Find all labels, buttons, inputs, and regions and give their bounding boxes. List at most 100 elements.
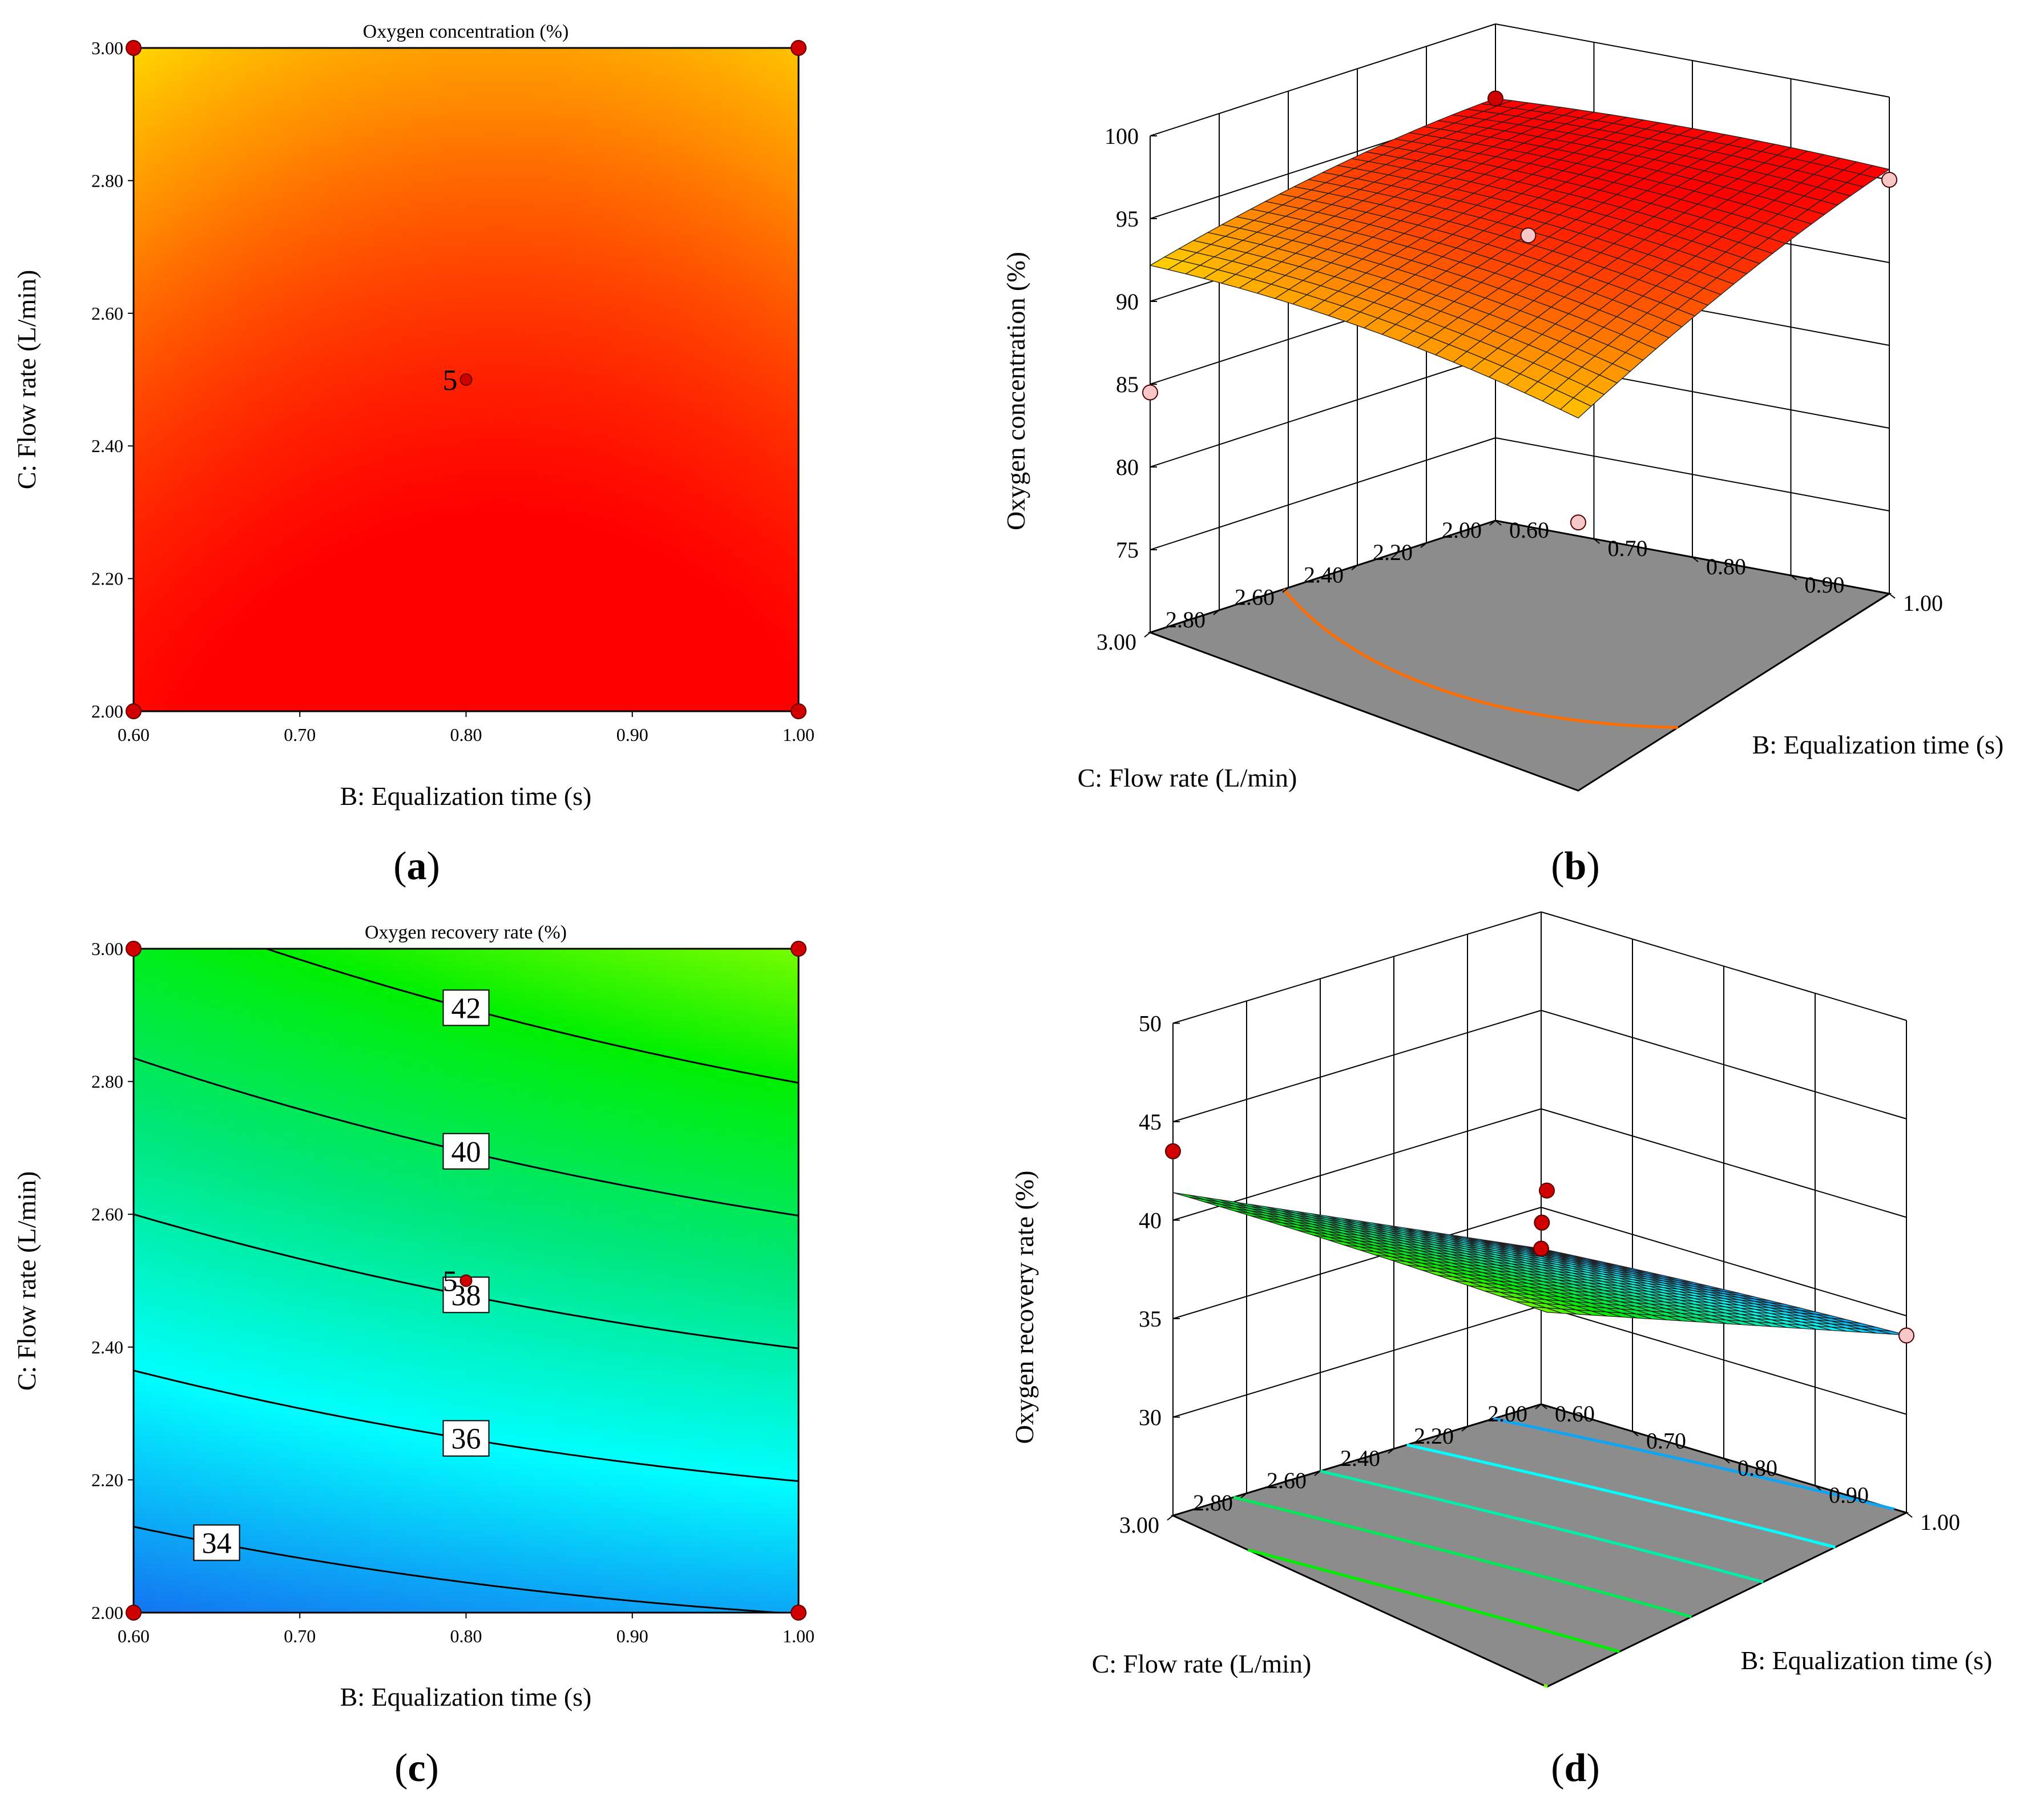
field-cell bbox=[216, 335, 223, 342]
field-cell bbox=[277, 224, 284, 231]
field-cell bbox=[172, 457, 179, 464]
field-cell bbox=[261, 158, 267, 165]
field-cell bbox=[305, 208, 312, 215]
field-cell bbox=[249, 457, 256, 464]
field-cell bbox=[172, 197, 179, 203]
field-cell bbox=[222, 429, 228, 436]
field-cell bbox=[338, 667, 345, 674]
field-cell bbox=[338, 86, 345, 93]
field-cell bbox=[194, 108, 201, 115]
field-cell bbox=[316, 578, 322, 585]
field-cell bbox=[344, 490, 350, 497]
field-cell bbox=[155, 308, 162, 314]
field-cell bbox=[272, 595, 279, 602]
field-cell bbox=[239, 611, 245, 618]
field-cell bbox=[155, 164, 162, 170]
field-cell bbox=[288, 479, 295, 485]
field-cell bbox=[333, 296, 340, 303]
field-cell bbox=[283, 280, 289, 287]
field-cell bbox=[183, 584, 190, 590]
field-cell bbox=[322, 495, 328, 502]
field-cell bbox=[144, 473, 151, 480]
field-cell bbox=[327, 219, 334, 225]
field-cell bbox=[139, 186, 146, 192]
field-cell bbox=[228, 424, 234, 430]
field-cell bbox=[161, 545, 168, 551]
field-cell bbox=[183, 539, 190, 546]
field-cell bbox=[239, 335, 245, 342]
field-cell bbox=[189, 341, 195, 347]
field-cell bbox=[222, 573, 228, 579]
field-cell bbox=[338, 700, 345, 707]
field-cell bbox=[355, 644, 361, 651]
field-cell bbox=[322, 672, 328, 679]
field-cell bbox=[300, 247, 306, 253]
field-cell bbox=[161, 319, 168, 325]
field-cell bbox=[322, 644, 328, 651]
field-cell bbox=[277, 219, 284, 225]
field-cell bbox=[211, 275, 217, 281]
field-cell bbox=[261, 48, 267, 54]
field-cell bbox=[327, 53, 334, 60]
field-cell bbox=[338, 451, 345, 458]
field-cell bbox=[200, 667, 207, 674]
field-cell bbox=[211, 59, 217, 65]
field-cell bbox=[222, 523, 228, 530]
field-cell bbox=[333, 634, 340, 640]
field-cell bbox=[288, 595, 295, 602]
field-cell bbox=[272, 257, 279, 264]
field-cell bbox=[316, 291, 322, 297]
field-cell bbox=[134, 407, 140, 413]
field-cell bbox=[316, 462, 322, 469]
field-cell bbox=[233, 396, 240, 402]
field-cell bbox=[205, 374, 212, 380]
field-cell bbox=[172, 219, 179, 225]
field-cell bbox=[305, 606, 312, 613]
field-cell bbox=[244, 191, 251, 198]
field-cell bbox=[189, 65, 195, 71]
field-cell bbox=[300, 518, 306, 524]
field-cell bbox=[249, 329, 256, 336]
field-cell bbox=[183, 302, 190, 308]
field-cell bbox=[134, 170, 140, 176]
field-cell bbox=[333, 247, 340, 253]
field-cell bbox=[222, 341, 228, 347]
field-cell bbox=[150, 81, 156, 87]
field-cell bbox=[150, 208, 156, 215]
field-cell bbox=[205, 142, 212, 148]
field-cell bbox=[322, 490, 328, 497]
field-cell bbox=[249, 584, 256, 590]
field-cell bbox=[255, 70, 262, 76]
field-cell bbox=[161, 362, 168, 369]
field-cell bbox=[189, 451, 195, 458]
field-cell bbox=[239, 263, 245, 270]
field-cell bbox=[205, 191, 212, 198]
field-cell bbox=[139, 98, 146, 104]
field-cell bbox=[222, 623, 228, 629]
field-cell bbox=[134, 639, 140, 646]
field-cell bbox=[338, 678, 345, 684]
field-cell bbox=[172, 644, 179, 651]
field-cell bbox=[239, 280, 245, 287]
field-cell bbox=[205, 319, 212, 325]
field-cell bbox=[222, 362, 228, 369]
field-cell bbox=[194, 341, 201, 347]
field-cell bbox=[249, 650, 256, 656]
field-cell bbox=[155, 567, 162, 574]
field-cell bbox=[355, 606, 361, 613]
field-cell bbox=[272, 324, 279, 331]
field-cell bbox=[327, 656, 334, 662]
field-cell bbox=[189, 191, 195, 198]
field-cell bbox=[349, 324, 356, 331]
field-cell bbox=[239, 390, 245, 397]
field-cell bbox=[200, 108, 207, 115]
field-cell bbox=[316, 75, 322, 82]
field-cell bbox=[167, 92, 173, 98]
field-cell bbox=[311, 180, 317, 187]
field-cell bbox=[155, 573, 162, 579]
field-cell bbox=[327, 639, 334, 646]
field-cell bbox=[300, 545, 306, 551]
field-cell bbox=[322, 357, 328, 364]
field-cell bbox=[261, 484, 267, 491]
field-cell bbox=[316, 92, 322, 98]
